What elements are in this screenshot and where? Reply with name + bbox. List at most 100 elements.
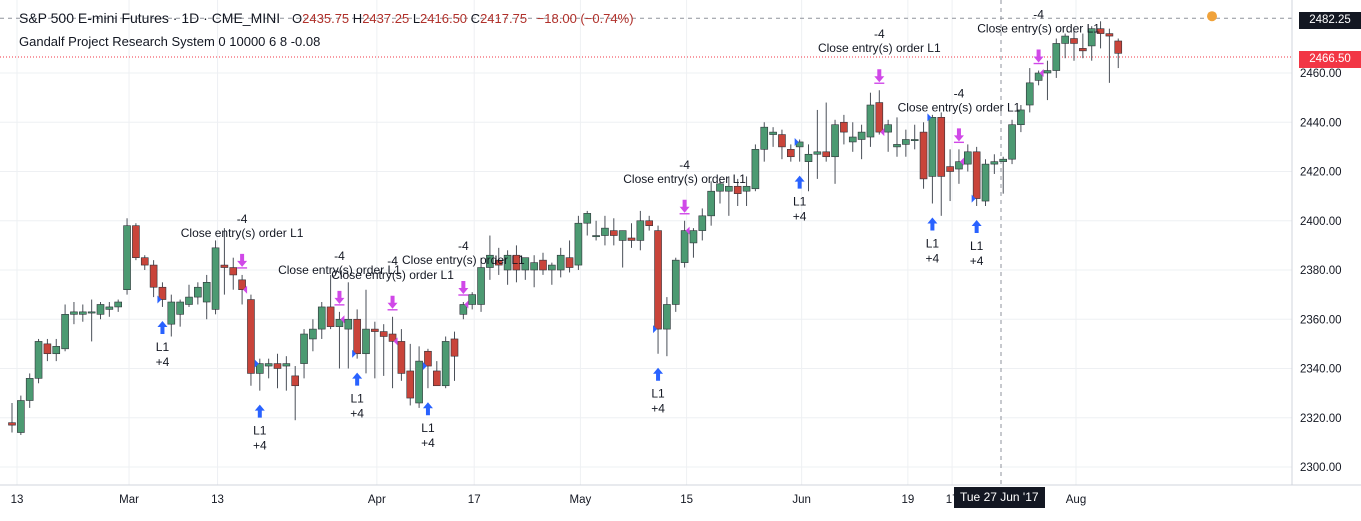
open-label: O: [292, 11, 303, 26]
price-tick-label: 2360.00: [1300, 314, 1342, 326]
entry-qty: +4: [970, 254, 984, 268]
candle-down: [840, 121, 848, 133]
candle-down: [424, 350, 432, 367]
entry-fill-marker: [927, 113, 932, 122]
symbol-legend: S&P 500 E-mini Futures · 1D · CME_MINI O…: [19, 10, 634, 26]
candle-down: [273, 363, 282, 369]
candle-down: [733, 185, 742, 194]
candle-up: [866, 104, 875, 138]
candle-up: [211, 247, 220, 310]
candle-up: [441, 341, 450, 387]
candle-up: [583, 213, 592, 224]
price-tick-label: 2320.00: [1300, 413, 1342, 425]
candle-up: [459, 304, 468, 315]
candle-up: [963, 151, 972, 165]
entry-arrow-icon: [927, 217, 938, 231]
candle-up: [671, 259, 680, 305]
candle-up: [716, 183, 724, 192]
entry-fill-marker: [422, 362, 427, 371]
candle-down: [406, 370, 415, 399]
open-value: 2435.75: [302, 11, 350, 26]
chart-grid: [0, 0, 1292, 485]
candle-down: [972, 151, 981, 199]
high-label: H: [352, 11, 363, 26]
exit-arrow-icon: [334, 290, 345, 304]
candle-up: [663, 304, 671, 330]
close-label: C: [470, 11, 481, 26]
price-tick-label: 2300.00: [1300, 462, 1342, 474]
candle-down: [1079, 48, 1087, 52]
entry-label: L1: [651, 387, 665, 401]
time-tick-label: Mar: [119, 494, 139, 506]
candle-up: [831, 124, 839, 158]
candle-down: [238, 279, 246, 291]
candle-up: [362, 328, 370, 355]
exit-arrow-icon: [1033, 49, 1044, 63]
exit-fill-marker: [243, 285, 248, 294]
entry-fill-marker: [157, 295, 162, 304]
exit-fill-marker: [880, 128, 885, 137]
candle-up: [1025, 82, 1034, 106]
entry-fill-marker: [971, 194, 976, 203]
low-label: L: [412, 11, 421, 26]
exit-fill-marker: [959, 157, 964, 166]
exit-arrow-icon: [387, 295, 398, 309]
candle-up: [282, 363, 291, 367]
entry-qty: +4: [651, 402, 665, 416]
candle-up: [521, 257, 530, 271]
candle-up: [698, 215, 707, 231]
price-tick-label: 2380.00: [1300, 265, 1342, 277]
candle-down: [291, 375, 300, 387]
symbol-title[interactable]: S&P 500 E-mini Futures · 1D · CME_MINI: [19, 10, 281, 26]
alert-dot-icon: [1207, 11, 1217, 22]
candle-up: [928, 117, 937, 177]
candle-up: [123, 225, 131, 291]
candle-up: [34, 341, 43, 379]
entry-qty: +4: [156, 355, 170, 369]
candle-up: [1043, 70, 1052, 74]
candle-up: [1034, 72, 1043, 81]
low-value: 2416.50: [420, 11, 468, 26]
candle-up: [1061, 35, 1069, 44]
candle-up: [742, 185, 751, 192]
candle-up: [884, 124, 892, 133]
candle-down: [1114, 40, 1123, 54]
candle-up: [486, 254, 494, 268]
candle-up: [25, 378, 34, 401]
chart-axes: 2300.00 2320.00 2340.00 2360.00 2380.00 2400.…: [0, 0, 1361, 506]
candle-up: [725, 185, 733, 192]
exit-text: Close entry(s) order L1: [977, 22, 1100, 36]
exit-text: Close entry(s) order L1: [331, 268, 454, 282]
exit-arrow-icon: [874, 69, 885, 83]
candle-up: [176, 301, 184, 315]
candle-up: [760, 126, 769, 150]
crosshair-price-label: 2482.25: [1299, 12, 1361, 29]
candle-up: [592, 235, 600, 238]
candle-down: [1105, 33, 1114, 37]
entry-qty: +4: [350, 407, 364, 421]
exit-arrow-icon: [679, 199, 690, 213]
entry-fill-marker: [254, 359, 259, 368]
candle-down: [919, 131, 928, 180]
candle-down: [778, 134, 786, 148]
candle-down: [132, 225, 140, 258]
exit-fill-marker: [464, 300, 469, 309]
candle-down: [645, 220, 654, 226]
study-legend[interactable]: Gandalf Project Research System 0 10000 …: [19, 34, 321, 49]
time-tick-label: 13: [11, 494, 24, 506]
candle-up: [574, 222, 583, 266]
candle-up: [52, 346, 61, 355]
candle-down: [229, 267, 238, 276]
price-tick-label: 2460.00: [1300, 68, 1342, 80]
candle-up: [1008, 124, 1016, 160]
price-tick-label: 2400.00: [1300, 216, 1342, 228]
candle-up: [769, 131, 777, 135]
entry-arrow-icon: [254, 404, 265, 418]
candle-down: [565, 257, 574, 268]
candle-up: [902, 139, 910, 145]
candle-up: [910, 139, 919, 141]
candle-down: [494, 259, 503, 266]
candle-up: [344, 318, 353, 330]
